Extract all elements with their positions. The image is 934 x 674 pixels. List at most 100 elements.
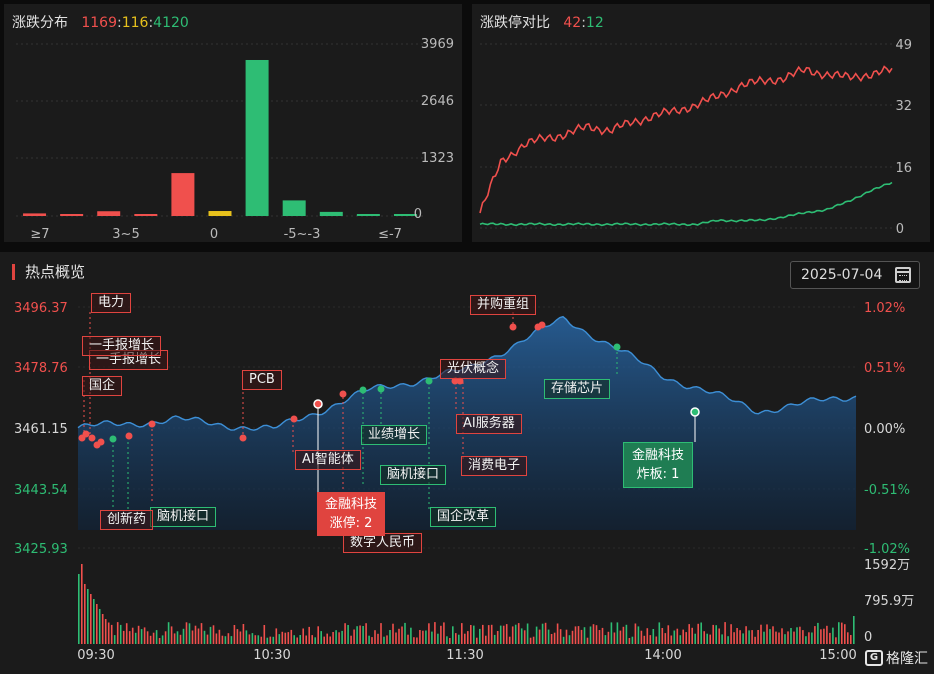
tag-guangfu[interactable]: 光伏概念 bbox=[440, 359, 507, 379]
tag-fin-broken[interactable]: 金融科技 炸板: 1 bbox=[623, 442, 694, 488]
volume-bar bbox=[341, 630, 343, 644]
right-tick: -1.02% bbox=[864, 542, 910, 557]
volume-bar bbox=[712, 624, 714, 644]
tag-guoqi-gaige[interactable]: 国企改革 bbox=[430, 507, 497, 527]
volume-bar bbox=[820, 629, 822, 644]
volume-bar bbox=[553, 632, 556, 644]
volume-bar bbox=[715, 625, 717, 644]
volume-bar bbox=[700, 622, 702, 644]
volume-bar bbox=[296, 637, 298, 644]
volume-bar bbox=[670, 635, 673, 644]
volume-bar bbox=[314, 637, 316, 644]
limit-up-count: 42 bbox=[563, 15, 582, 31]
tag-fin-limitup[interactable]: 金融科技 涨停: 2 bbox=[317, 492, 386, 536]
volume-bar bbox=[607, 631, 610, 644]
volume-bar bbox=[353, 629, 355, 644]
volume-bar bbox=[658, 622, 661, 644]
calendar-icon[interactable] bbox=[895, 267, 911, 283]
event-dot bbox=[425, 377, 433, 385]
volume-bar bbox=[383, 636, 385, 644]
vol-tick: 1592万 bbox=[864, 558, 910, 573]
tag-ai-agent[interactable]: AI智能体 bbox=[295, 450, 361, 470]
volume-bar bbox=[727, 636, 729, 644]
volume-bar bbox=[769, 629, 771, 644]
dist-ytick: 0 bbox=[414, 207, 422, 222]
volume-bar bbox=[407, 634, 409, 644]
event-dot bbox=[82, 430, 90, 438]
volume-bar bbox=[805, 636, 807, 644]
dist-xlabel: ≤-7 bbox=[378, 227, 402, 242]
volume-bar bbox=[317, 626, 319, 644]
vol-tick: 795.9万 bbox=[864, 594, 914, 609]
right-tick: -0.51% bbox=[864, 483, 910, 498]
tag-yeji[interactable]: 业绩增长 bbox=[361, 425, 428, 445]
time-tick: 09:30 bbox=[77, 648, 114, 663]
limit-title-text: 涨跌停对比 bbox=[480, 15, 550, 31]
volume-bar bbox=[781, 628, 783, 644]
volume-bar bbox=[281, 631, 284, 644]
dist-bar bbox=[97, 211, 121, 216]
tag-guoqi[interactable]: 国企 bbox=[82, 376, 123, 396]
limit-title: 涨跌停对比 42:12 bbox=[480, 12, 604, 32]
volume-bar bbox=[646, 628, 649, 644]
volume-bar bbox=[440, 625, 442, 644]
volume-bar bbox=[230, 636, 233, 644]
tag-cunchu[interactable]: 存储芯片 bbox=[544, 379, 611, 399]
volume-bar bbox=[137, 625, 140, 644]
volume-bar bbox=[697, 623, 699, 644]
volume-bar bbox=[398, 628, 400, 644]
up-count: 1169 bbox=[81, 15, 117, 31]
volume-bar bbox=[251, 633, 254, 644]
event-dot bbox=[377, 385, 385, 393]
volume-bar bbox=[320, 631, 322, 644]
volume-bar bbox=[718, 628, 720, 644]
tag-binggou[interactable]: 并购重组 bbox=[470, 295, 537, 315]
volume-bar bbox=[763, 631, 765, 644]
tag-dianli[interactable]: 电力 bbox=[91, 293, 132, 313]
volume-bar bbox=[796, 627, 798, 644]
tag-pcb[interactable]: PCB bbox=[242, 370, 282, 390]
event-dot-highlight bbox=[313, 399, 323, 409]
volume-bar bbox=[203, 630, 206, 644]
volume-bar bbox=[772, 626, 774, 644]
event-dot bbox=[509, 323, 517, 331]
volume-bar bbox=[119, 624, 122, 644]
date-value: 2025-07-04 bbox=[801, 267, 883, 283]
tag-naoji[interactable]: 脑机接口 bbox=[380, 465, 447, 485]
volume-bar bbox=[751, 630, 753, 644]
volume-bar bbox=[586, 637, 589, 644]
right-tick: 1.02% bbox=[864, 301, 905, 316]
tag-fin-name: 金融科技 bbox=[325, 497, 378, 512]
volume-bar bbox=[604, 635, 607, 644]
volume-bar bbox=[589, 626, 592, 644]
volume-bar bbox=[829, 632, 831, 644]
tag-ai-server[interactable]: AI服务器 bbox=[456, 414, 522, 434]
tag-naoji-2[interactable]: 脑机接口 bbox=[150, 507, 217, 527]
volume-bar bbox=[365, 623, 367, 644]
dist-xlabel: 3~5 bbox=[112, 227, 139, 242]
volume-bar bbox=[344, 623, 346, 644]
volume-bar bbox=[107, 622, 110, 644]
distribution-title: 涨跌分布 1169:116:4120 bbox=[12, 12, 189, 32]
tag-chuangxin[interactable]: 创新药 bbox=[100, 510, 154, 530]
tag-xiaofei[interactable]: 消费电子 bbox=[461, 456, 528, 476]
volume-bar bbox=[263, 625, 266, 644]
volume-bar bbox=[96, 604, 98, 644]
volume-bar bbox=[401, 626, 403, 644]
distribution-title-text: 涨跌分布 bbox=[12, 15, 68, 31]
volume-bar bbox=[386, 635, 388, 644]
volume-bar bbox=[278, 634, 281, 644]
date-picker[interactable]: 2025-07-04 bbox=[790, 261, 920, 289]
volume-bar bbox=[428, 623, 430, 644]
tag-shuzi[interactable]: 数字人民币 bbox=[343, 533, 423, 553]
volume-bar bbox=[847, 632, 849, 644]
volume-bar bbox=[287, 632, 290, 644]
volume-bar bbox=[410, 627, 412, 644]
volume-bar bbox=[487, 625, 490, 644]
volume-bar bbox=[559, 629, 562, 644]
volume-bar bbox=[422, 630, 424, 644]
sep: : bbox=[117, 15, 122, 31]
volume-bar bbox=[610, 622, 613, 644]
tag-yishou-2[interactable]: 一手报增长 bbox=[82, 336, 162, 356]
limit-panel: 涨跌停对比 42:12 49 32 16 0 bbox=[472, 4, 930, 242]
